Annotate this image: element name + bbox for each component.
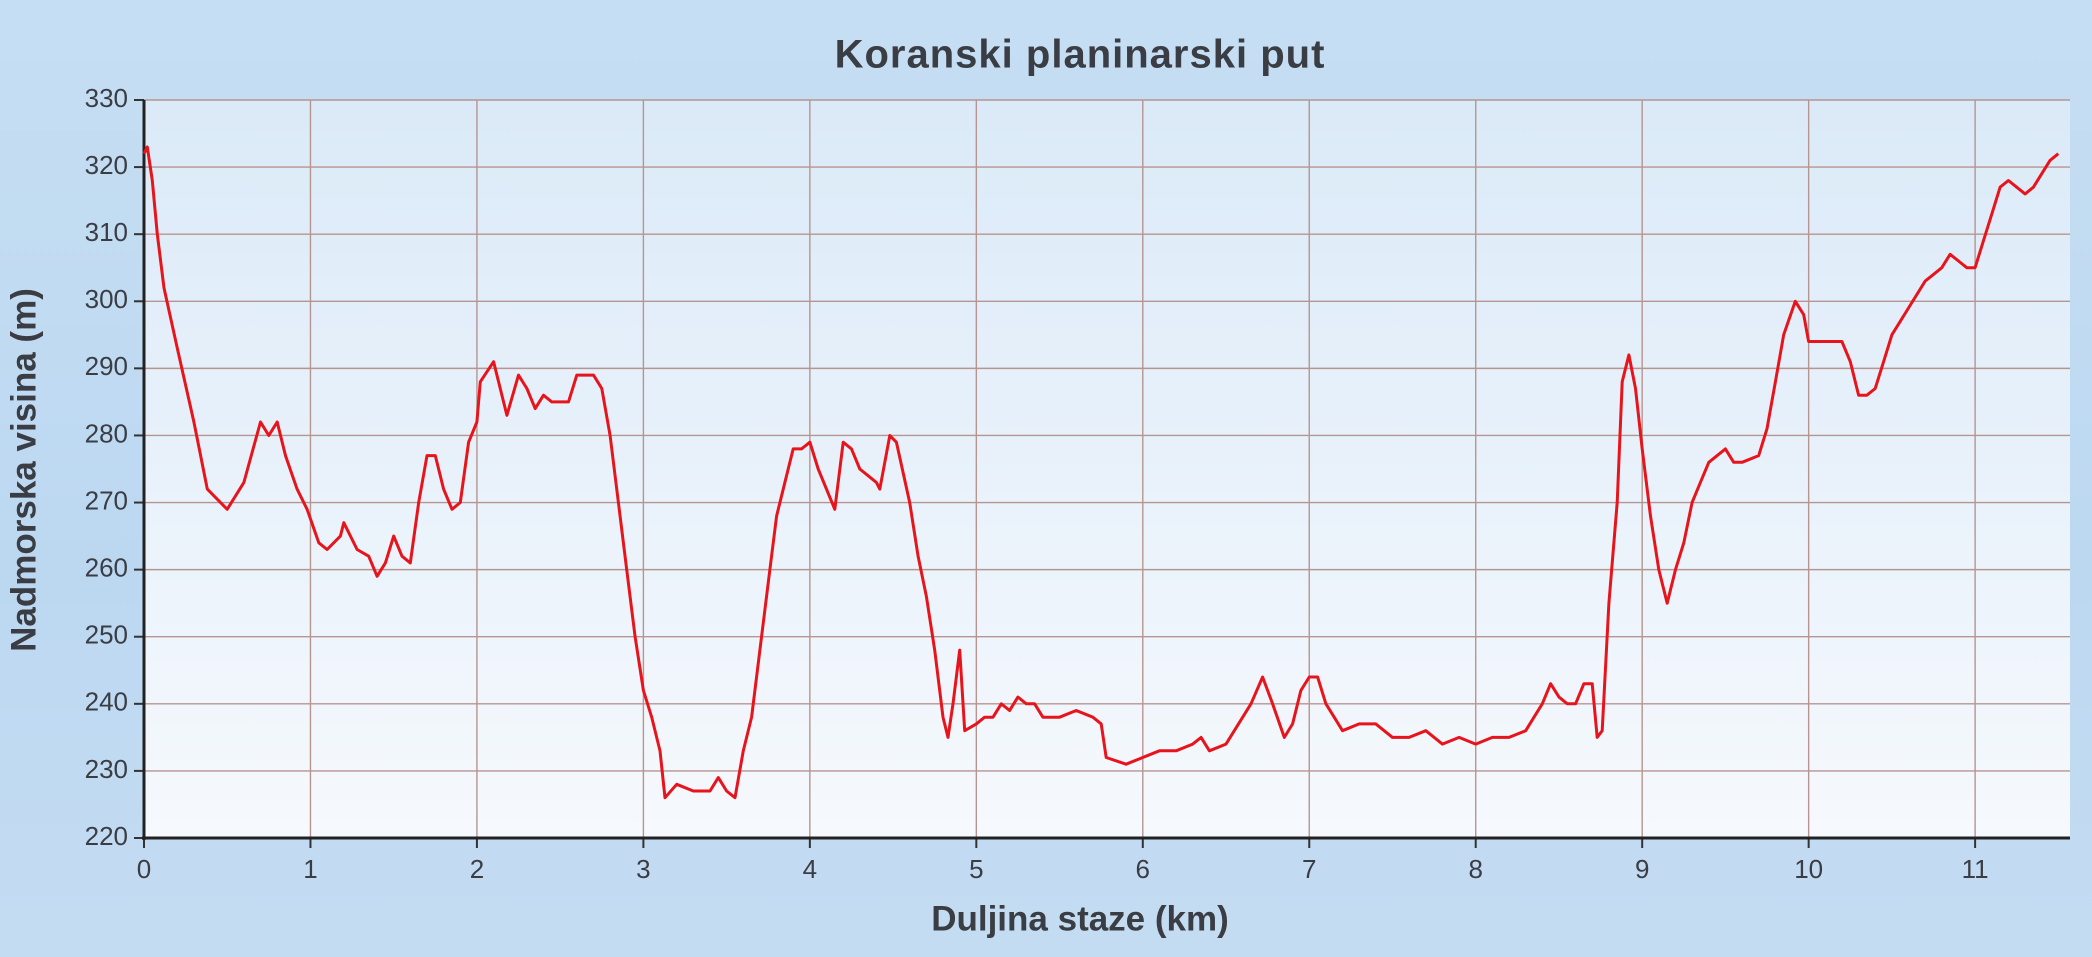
y-tick-label: 220 bbox=[85, 821, 128, 851]
x-tick-label: 8 bbox=[1468, 854, 1482, 884]
y-tick-label: 250 bbox=[85, 620, 128, 650]
x-tick-label: 9 bbox=[1635, 854, 1649, 884]
x-tick-label: 1 bbox=[303, 854, 317, 884]
y-tick-label: 280 bbox=[85, 418, 128, 448]
x-tick-label: 11 bbox=[1962, 854, 1989, 884]
x-tick-label: 2 bbox=[470, 854, 484, 884]
x-axis-label: Duljina staze (km) bbox=[931, 899, 1229, 938]
elevation-line bbox=[142, 145, 2060, 800]
y-tick-label: 240 bbox=[85, 687, 128, 717]
y-axis-label: Nadmorska visina (m) bbox=[4, 288, 43, 652]
y-tick-label: 290 bbox=[85, 351, 128, 381]
x-tick-label: 3 bbox=[636, 854, 650, 884]
y-tick-label: 320 bbox=[85, 150, 128, 180]
y-tick-label: 300 bbox=[85, 284, 128, 314]
x-tick-label: 7 bbox=[1302, 854, 1316, 884]
chart-title: Koranski planinarski put bbox=[835, 33, 1326, 77]
y-tick-label: 270 bbox=[85, 485, 128, 515]
x-tick-label: 6 bbox=[1136, 854, 1150, 884]
y-tick-label: 230 bbox=[85, 754, 128, 784]
x-tick-label: 4 bbox=[803, 854, 817, 884]
x-tick-label: 10 bbox=[1794, 854, 1823, 884]
x-tick-label: 0 bbox=[137, 854, 151, 884]
x-tick-label: 5 bbox=[969, 854, 983, 884]
y-tick-label: 330 bbox=[85, 83, 128, 113]
y-tick-label: 310 bbox=[85, 217, 128, 247]
y-tick-label: 260 bbox=[85, 553, 128, 583]
plot-area bbox=[144, 100, 2070, 838]
